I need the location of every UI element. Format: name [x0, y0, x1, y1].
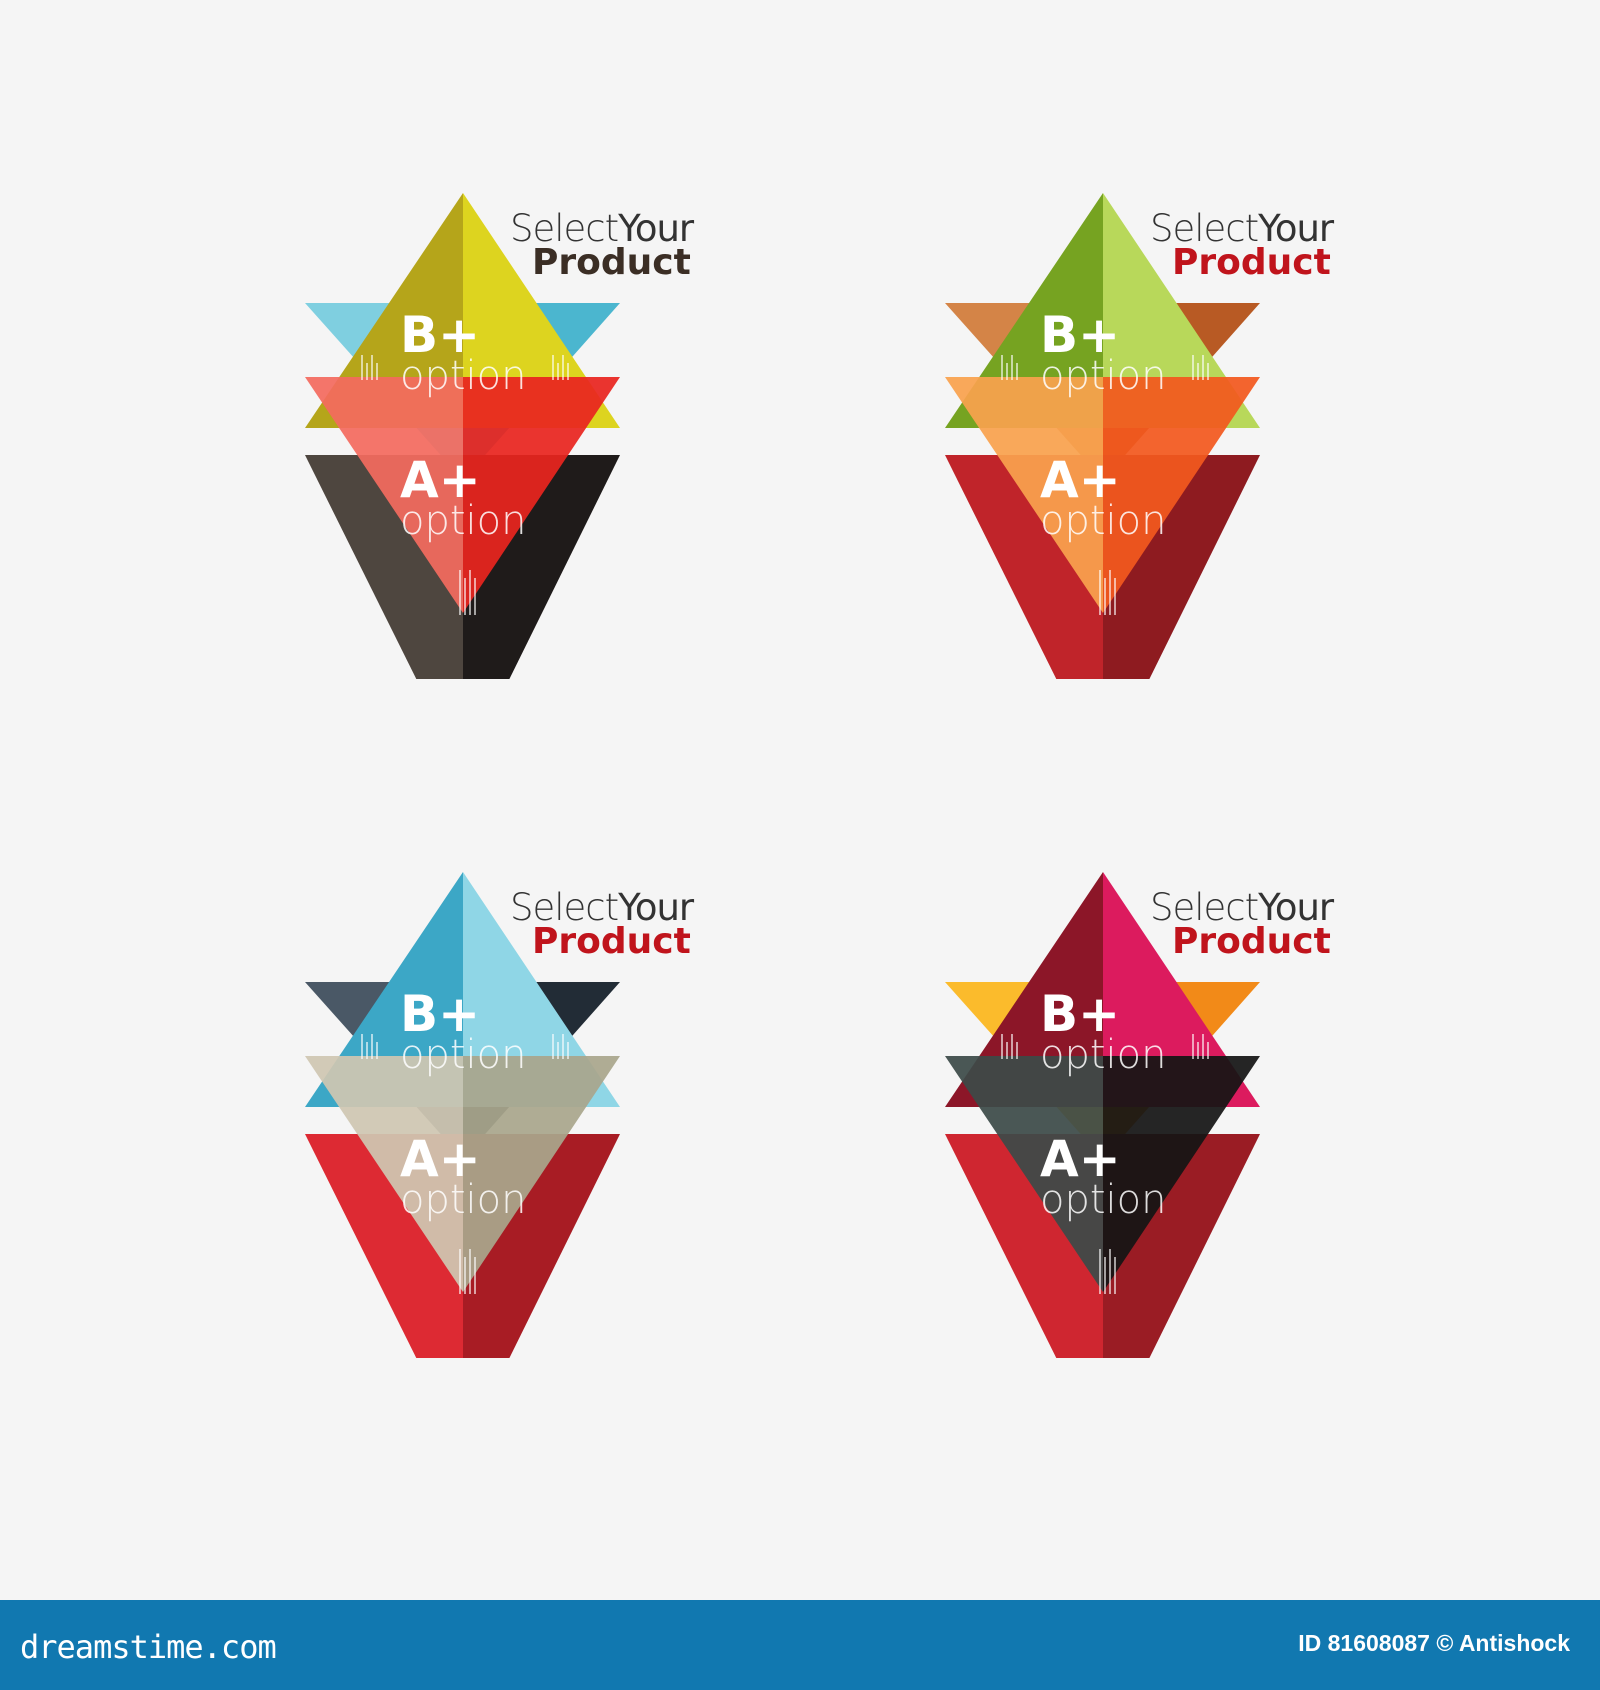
b-option-text: option — [1040, 1032, 1167, 1078]
front-triangle-left — [945, 377, 1103, 613]
product-option-panel: SelectYour Product B+ option A+ option — [0, 0, 694, 679]
top-triangle-left — [305, 872, 463, 1107]
title-product: Product — [532, 921, 691, 962]
panel-title: SelectYour Product — [1150, 886, 1334, 962]
b-option-label: B+ option — [1040, 989, 1166, 1075]
b-option-label: B+ option — [1040, 310, 1166, 396]
watermark-footer: dreamstime.com ID 81608087 © Antishock — [0, 1600, 1600, 1690]
triangle-graphic — [945, 193, 1260, 679]
dreamstime-logo: dreamstime.com — [20, 1628, 277, 1666]
title-your: Your — [1258, 886, 1334, 929]
title-product: Product — [532, 242, 691, 283]
front-triangle-right — [463, 1056, 620, 1292]
title-product: Product — [1172, 242, 1331, 283]
triangle-graphic — [305, 872, 620, 1358]
b-option-text: option — [400, 353, 527, 399]
top-triangle-right — [1103, 872, 1260, 1107]
title-select: Select — [1150, 886, 1259, 929]
title-select: Select — [1150, 207, 1259, 250]
a-grade: A+ — [400, 1130, 481, 1188]
triangle-graphic — [305, 193, 620, 679]
b-grade: B+ — [400, 985, 481, 1043]
top-triangle-right — [463, 193, 620, 428]
title-product: Product — [1172, 921, 1331, 962]
a-grade: A+ — [1040, 1130, 1121, 1188]
a-option-label: A+ option — [1040, 455, 1166, 541]
image-credit: ID 81608087 © Antishock — [1298, 1630, 1570, 1656]
a-option-text: option — [1040, 498, 1167, 544]
triangle-graphic — [945, 872, 1260, 1358]
title-your: Your — [618, 886, 694, 929]
b-option-text: option — [1040, 353, 1167, 399]
b-option-text: option — [400, 1032, 527, 1078]
top-triangle-left — [305, 193, 463, 428]
product-option-panel: SelectYour Product B+ option A+ option — [640, 679, 1334, 1358]
title-your: Your — [618, 207, 694, 250]
panel-title: SelectYour Product — [1150, 207, 1334, 283]
front-triangle-left — [305, 1056, 463, 1292]
top-triangle-right — [1103, 193, 1260, 428]
title-select: Select — [510, 207, 619, 250]
a-grade: A+ — [400, 451, 481, 509]
a-option-label: A+ option — [1040, 1134, 1166, 1220]
a-option-label: A+ option — [400, 1134, 526, 1220]
product-option-panel: SelectYour Product B+ option A+ option — [640, 0, 1334, 679]
title-select: Select — [510, 886, 619, 929]
b-grade: B+ — [1040, 985, 1121, 1043]
panel-title: SelectYour Product — [510, 207, 694, 283]
b-grade: B+ — [400, 306, 481, 364]
a-grade: A+ — [1040, 451, 1121, 509]
title-your: Your — [1258, 207, 1334, 250]
product-option-panel: SelectYour Product B+ option A+ option — [0, 679, 694, 1358]
b-option-label: B+ option — [400, 310, 526, 396]
front-triangle-left — [305, 377, 463, 613]
front-triangle-left — [945, 1056, 1103, 1292]
front-triangle-right — [1103, 1056, 1260, 1292]
top-triangle-left — [945, 872, 1103, 1107]
a-option-label: A+ option — [400, 455, 526, 541]
a-option-text: option — [400, 498, 527, 544]
a-option-text: option — [400, 1177, 527, 1223]
a-option-text: option — [1040, 1177, 1167, 1223]
b-option-label: B+ option — [400, 989, 526, 1075]
panel-title: SelectYour Product — [510, 886, 694, 962]
b-grade: B+ — [1040, 306, 1121, 364]
front-triangle-right — [1103, 377, 1260, 613]
front-triangle-right — [463, 377, 620, 613]
top-triangle-right — [463, 872, 620, 1107]
top-triangle-left — [945, 193, 1103, 428]
